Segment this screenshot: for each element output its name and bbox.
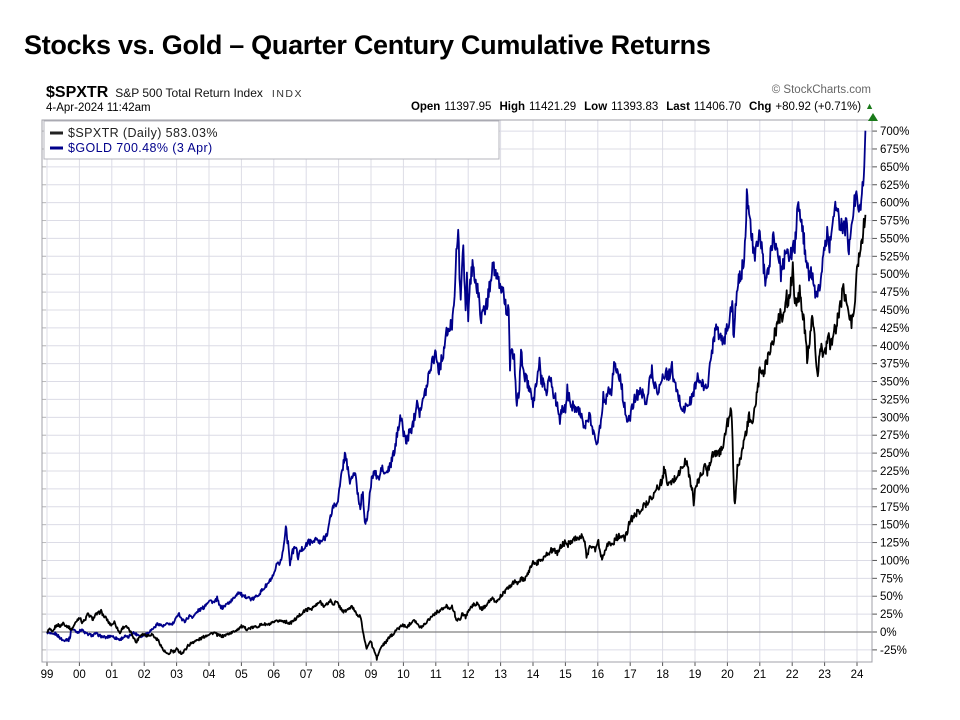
- high-label: High: [499, 101, 526, 113]
- y-axis-label: 200%: [880, 484, 909, 496]
- x-axis-label: 16: [591, 669, 604, 681]
- x-axis-label: 05: [235, 669, 248, 681]
- x-axis-label: 19: [689, 669, 702, 681]
- y-axis-label: 375%: [880, 359, 909, 371]
- plot-frame: [41, 119, 873, 663]
- x-axis-label: 99: [41, 669, 54, 681]
- y-axis-label: 25%: [880, 609, 903, 621]
- low-label: Low: [584, 101, 608, 113]
- y-axis-label: 300%: [880, 412, 909, 424]
- y-axis-label: 100%: [880, 555, 909, 567]
- y-axis-label: 350%: [880, 377, 909, 389]
- x-axis-label: 03: [170, 669, 183, 681]
- plot-area: [42, 120, 872, 662]
- x-axis-label: 01: [105, 669, 118, 681]
- y-axis-label: 225%: [880, 466, 909, 478]
- y-axis-label: 700%: [880, 126, 909, 138]
- x-axis-label: 23: [818, 669, 831, 681]
- y-axis-label: 525%: [880, 251, 909, 263]
- x-axis-label: 15: [559, 669, 572, 681]
- y-axis-label: 125%: [880, 538, 909, 550]
- y-axis-label: 500%: [880, 269, 909, 281]
- x-axis-label: 18: [656, 669, 669, 681]
- legend-box: [43, 120, 500, 160]
- x-axis-label: 14: [527, 669, 540, 681]
- chart-header: $SPXTR S&P 500 Total Return Index INDX: [46, 84, 303, 102]
- open-label: Open: [410, 101, 441, 113]
- y-axis-label: 325%: [880, 394, 909, 406]
- x-axis-label: 04: [203, 669, 216, 681]
- y-axis-label: 75%: [880, 573, 903, 585]
- y-axis-label: 550%: [880, 233, 909, 245]
- last-value: 11406.70: [693, 101, 742, 113]
- quote-line: Open 11397.95 High 11421.29 Low 11393.83 Last 1…: [411, 101, 874, 113]
- x-axis-label: 00: [73, 669, 86, 681]
- x-axis-label: 22: [786, 669, 799, 681]
- stockcharts-watermark: © StockCharts.com: [771, 84, 871, 96]
- y-axis-label: 575%: [880, 216, 909, 228]
- x-axis-label: 06: [267, 669, 280, 681]
- y-axis-label: 450%: [880, 305, 909, 317]
- x-axis-label: 11: [430, 669, 442, 681]
- x-axis-label: 09: [365, 669, 378, 681]
- x-axis-label: 24: [851, 669, 864, 681]
- y-axis-label: 650%: [880, 162, 909, 174]
- chg-label: Chg: [749, 101, 772, 113]
- x-axis-label: 02: [138, 669, 151, 681]
- exchange-label: INDX: [271, 88, 303, 100]
- x-axis-label: 20: [721, 669, 734, 681]
- y-axis-label: 600%: [880, 198, 909, 210]
- y-axis-label: -25%: [880, 645, 907, 657]
- open-value: 11397.95: [444, 101, 492, 113]
- axis-up-arrow-icon: [868, 113, 878, 121]
- y-axis-label: 275%: [880, 430, 909, 442]
- spxtr-series-line: [46, 214, 867, 661]
- y-axis-label: 250%: [880, 448, 909, 460]
- last-label: Last: [666, 101, 690, 113]
- legend-spxtr-text: $SPXTR (Daily) 583.03%: [68, 126, 218, 140]
- high-value: 11421.29: [529, 101, 577, 113]
- ticker-description: S&P 500 Total Return Index: [115, 86, 263, 100]
- y-axis-label: 425%: [880, 323, 909, 335]
- x-axis-label: 12: [462, 669, 475, 681]
- y-axis-label: 175%: [880, 502, 909, 514]
- y-axis-label: 475%: [880, 287, 909, 299]
- gold-series-line: [46, 130, 867, 643]
- y-axis-label: 625%: [880, 180, 909, 192]
- x-axis-label: 10: [397, 669, 410, 681]
- low-value: 11393.83: [611, 101, 659, 113]
- x-axis-label: 13: [494, 669, 507, 681]
- slide-title: Stocks vs. Gold – Quarter Century Cumula…: [24, 30, 711, 60]
- y-axis-label: 150%: [880, 520, 909, 532]
- x-axis-label: 17: [624, 669, 637, 681]
- quote-datetime: 4-Apr-2024 11:42am: [46, 102, 151, 114]
- y-axis-label: 50%: [880, 591, 903, 603]
- change-up-icon: ▲: [865, 101, 874, 111]
- x-axis-label: 21: [753, 669, 766, 681]
- y-axis-label: 400%: [880, 341, 909, 353]
- y-axis-label: 0%: [880, 627, 897, 639]
- x-axis-label: 07: [300, 669, 313, 681]
- x-axis-label: 08: [332, 669, 345, 681]
- y-axis-label: 675%: [880, 144, 909, 156]
- ticker-symbol: $SPXTR: [46, 84, 109, 101]
- legend-gold-text: $GOLD 700.48% (3 Apr): [68, 141, 213, 155]
- chg-value: +80.92 (+0.71%): [775, 101, 862, 113]
